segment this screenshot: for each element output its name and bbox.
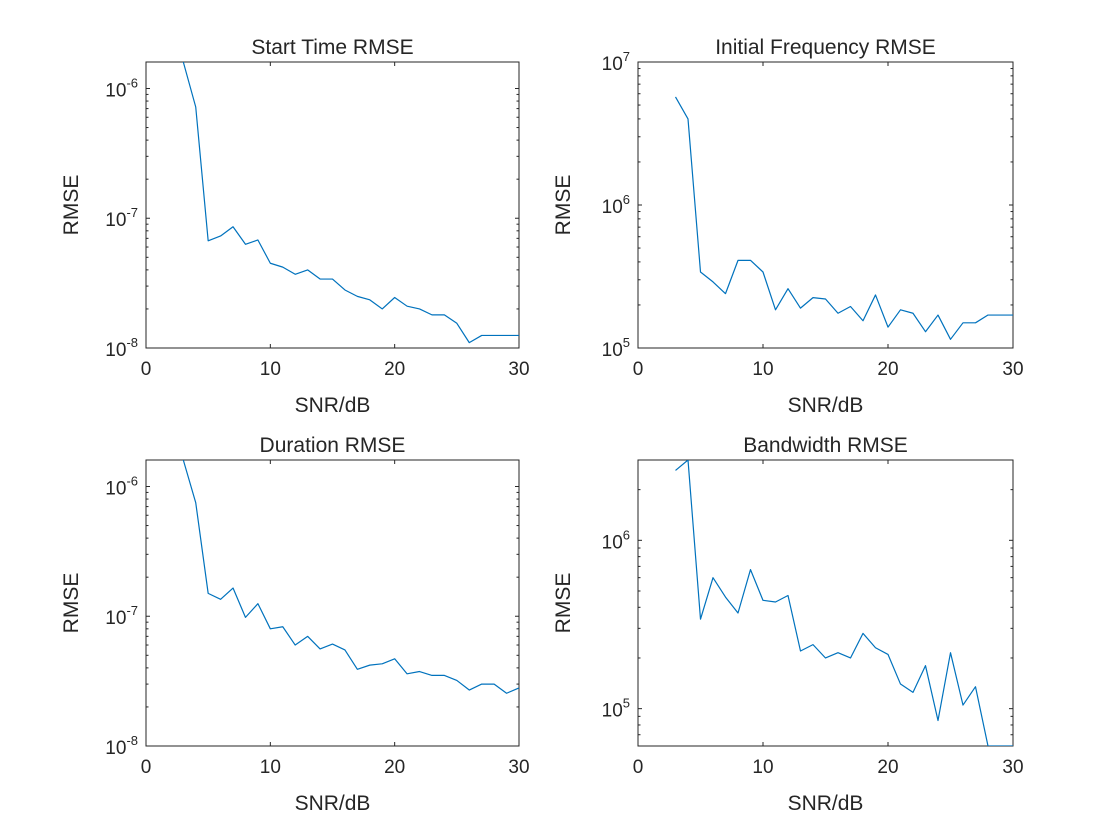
x-axis-label: SNR/dB bbox=[295, 792, 371, 815]
x-tick-label: 20 bbox=[384, 757, 405, 778]
x-tick-label: 20 bbox=[384, 359, 405, 380]
subplot-1: Start Time RMSE SNR/dB RMSE 0 10 20 30 10-8 10-7… bbox=[60, 36, 530, 417]
x-axis-label: SNR/dB bbox=[788, 792, 864, 815]
y-tick-label: 106 bbox=[602, 192, 630, 218]
y-tick-label: 106 bbox=[602, 527, 630, 553]
y-tick-label: 10-6 bbox=[105, 473, 138, 499]
chart-title: Bandwidth RMSE bbox=[743, 434, 908, 457]
x-tick-label: 30 bbox=[1002, 757, 1023, 778]
axes-frame bbox=[637, 61, 1014, 349]
y-axis-label: RMSE bbox=[552, 573, 575, 634]
x-axis-label: SNR/dB bbox=[788, 394, 864, 417]
series-line bbox=[674, 96, 1013, 340]
y-tick-label: 10-8 bbox=[105, 335, 138, 361]
y-tick-label: 10-8 bbox=[105, 733, 138, 759]
x-tick-label: 30 bbox=[1002, 359, 1023, 380]
subplot-2: Initial Frequency RMSE SNR/dB RMSE 0 10 20 30 1… bbox=[552, 36, 1024, 417]
x-tick-label: 10 bbox=[752, 757, 773, 778]
x-tick-label: 20 bbox=[877, 757, 898, 778]
subplot-3: Duration RMSE SNR/dB RMSE 0 10 20 30 10-8 10-7 10… bbox=[60, 434, 530, 815]
x-axis-label: SNR/dB bbox=[295, 394, 371, 417]
chart-title: Duration RMSE bbox=[260, 434, 406, 457]
y-tick-label: 107 bbox=[602, 49, 630, 75]
y-axis-label: RMSE bbox=[60, 175, 83, 236]
x-tick-label: 10 bbox=[260, 757, 281, 778]
y-tick-label: 10-6 bbox=[105, 75, 138, 101]
x-tick-label: 20 bbox=[877, 359, 898, 380]
axes-frame bbox=[637, 459, 1014, 747]
y-axis-label: RMSE bbox=[60, 573, 83, 634]
x-tick-label: 30 bbox=[508, 757, 529, 778]
x-tick-label: 0 bbox=[633, 757, 644, 778]
x-tick-label: 0 bbox=[141, 359, 152, 380]
x-tick-label: 0 bbox=[633, 359, 644, 380]
axes-frame bbox=[145, 61, 520, 349]
series-line bbox=[182, 62, 519, 344]
series-line bbox=[675, 460, 1013, 746]
x-tick-label: 10 bbox=[752, 359, 773, 380]
subplot-4: Bandwidth RMSE SNR/dB RMSE 0 10 20 30 105 106 bbox=[552, 434, 1024, 815]
y-tick-label: 10-7 bbox=[105, 603, 138, 629]
y-tick-label: 10-7 bbox=[105, 205, 138, 231]
chart-title: Start Time RMSE bbox=[251, 36, 413, 59]
x-tick-label: 0 bbox=[141, 757, 152, 778]
y-axis-label: RMSE bbox=[552, 175, 575, 236]
axes-frame bbox=[145, 459, 520, 747]
y-tick-label: 105 bbox=[602, 335, 630, 361]
chart-title: Initial Frequency RMSE bbox=[715, 36, 936, 59]
x-tick-label: 10 bbox=[260, 359, 281, 380]
x-tick-label: 30 bbox=[508, 359, 529, 380]
series-line bbox=[182, 460, 519, 694]
y-tick-label: 105 bbox=[602, 696, 630, 722]
